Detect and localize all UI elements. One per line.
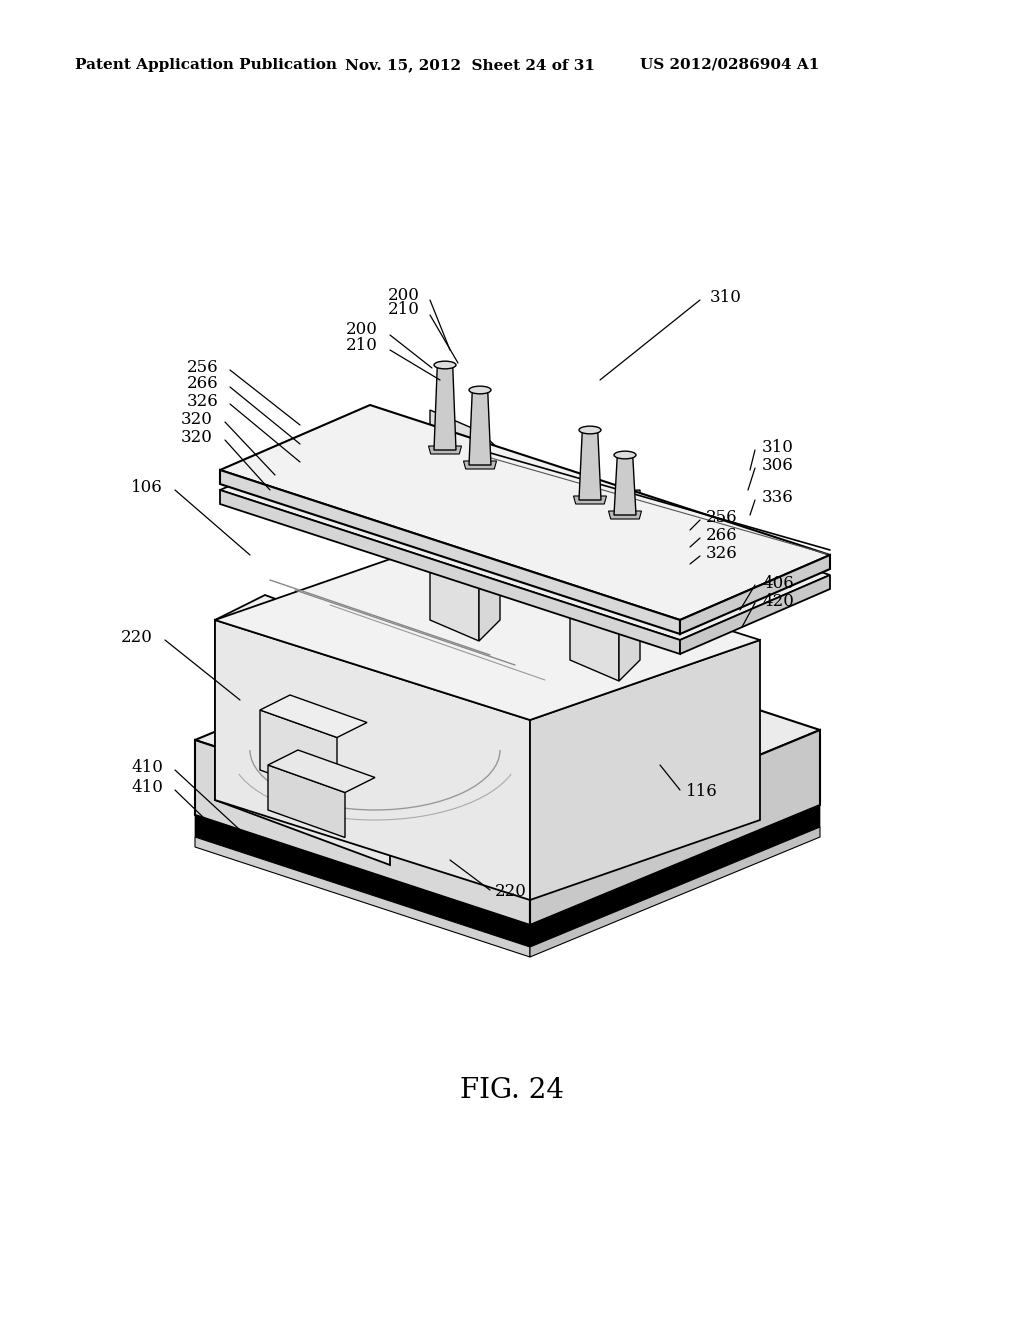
- Text: 220: 220: [121, 628, 153, 645]
- Polygon shape: [260, 696, 367, 738]
- Text: 266: 266: [706, 528, 737, 544]
- Polygon shape: [608, 511, 641, 519]
- Text: 420: 420: [762, 593, 794, 610]
- Text: 210: 210: [388, 301, 420, 318]
- Polygon shape: [530, 805, 820, 946]
- Polygon shape: [215, 595, 440, 685]
- Polygon shape: [195, 620, 820, 850]
- Polygon shape: [220, 405, 830, 620]
- Polygon shape: [215, 620, 530, 900]
- Polygon shape: [464, 461, 497, 469]
- Text: 116: 116: [686, 784, 718, 800]
- Ellipse shape: [469, 387, 490, 393]
- Text: 310: 310: [710, 289, 741, 306]
- Polygon shape: [195, 814, 530, 946]
- Text: 200: 200: [346, 322, 378, 338]
- Polygon shape: [530, 828, 820, 957]
- Polygon shape: [570, 470, 618, 681]
- Polygon shape: [469, 389, 490, 465]
- Polygon shape: [614, 455, 636, 515]
- Polygon shape: [430, 411, 479, 642]
- Text: 266: 266: [186, 375, 218, 392]
- Polygon shape: [195, 741, 530, 925]
- Polygon shape: [195, 837, 530, 957]
- Text: 210: 210: [346, 337, 378, 354]
- Text: 256: 256: [706, 510, 737, 527]
- Polygon shape: [618, 490, 640, 681]
- Polygon shape: [680, 554, 830, 634]
- Polygon shape: [579, 430, 601, 500]
- Polygon shape: [220, 425, 830, 640]
- Text: 200: 200: [388, 286, 420, 304]
- Polygon shape: [215, 620, 390, 865]
- Polygon shape: [268, 766, 345, 837]
- Polygon shape: [434, 366, 456, 450]
- Polygon shape: [268, 750, 375, 792]
- Text: 310: 310: [762, 440, 794, 457]
- Text: 256: 256: [186, 359, 218, 375]
- Ellipse shape: [434, 362, 456, 368]
- Text: 326: 326: [186, 392, 218, 409]
- Text: 320: 320: [181, 411, 213, 428]
- Text: 306: 306: [762, 458, 794, 474]
- Text: FIG. 24: FIG. 24: [460, 1077, 564, 1104]
- Polygon shape: [260, 710, 337, 797]
- Text: Nov. 15, 2012  Sheet 24 of 31: Nov. 15, 2012 Sheet 24 of 31: [345, 58, 595, 73]
- Ellipse shape: [579, 426, 601, 434]
- Text: Patent Application Publication: Patent Application Publication: [75, 58, 337, 73]
- Text: 220: 220: [495, 883, 527, 900]
- Text: 406: 406: [762, 574, 794, 591]
- Polygon shape: [479, 432, 500, 642]
- Text: US 2012/0286904 A1: US 2012/0286904 A1: [640, 58, 819, 73]
- Polygon shape: [215, 540, 760, 719]
- Polygon shape: [428, 446, 462, 454]
- Polygon shape: [680, 576, 830, 653]
- Text: 410: 410: [131, 779, 163, 796]
- Text: 320: 320: [181, 429, 213, 446]
- Text: 410: 410: [131, 759, 163, 776]
- Text: 336: 336: [762, 490, 794, 507]
- Polygon shape: [573, 496, 606, 504]
- Text: 106: 106: [131, 479, 163, 495]
- Text: 326: 326: [706, 545, 737, 562]
- Polygon shape: [220, 490, 680, 653]
- Polygon shape: [530, 640, 760, 900]
- Polygon shape: [220, 470, 680, 634]
- Ellipse shape: [614, 451, 636, 459]
- Polygon shape: [530, 730, 820, 925]
